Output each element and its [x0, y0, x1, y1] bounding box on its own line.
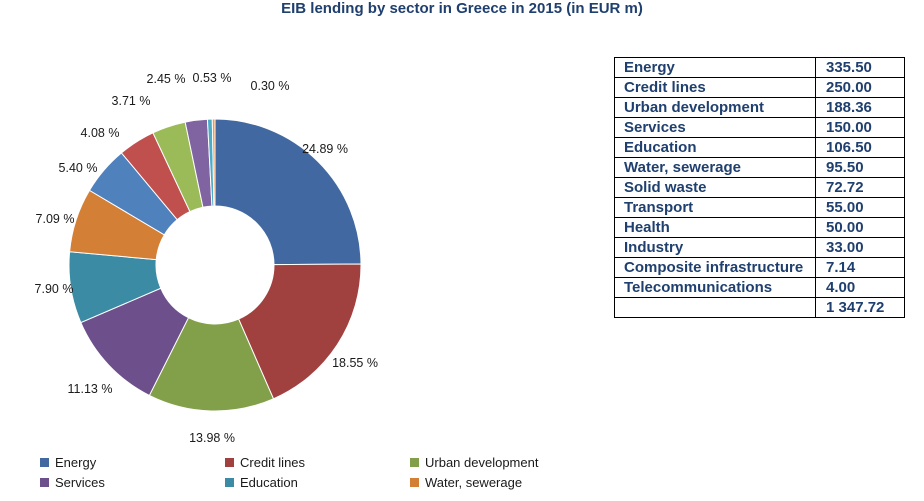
table-row: Health 50.00	[614, 217, 905, 238]
slice-label: 5.40 %	[59, 161, 98, 175]
slice-energy	[214, 118, 362, 266]
slice-label: 4.08 %	[81, 126, 120, 140]
table-row: Urban development 188.36	[614, 97, 905, 118]
legend-item: Education	[225, 475, 298, 491]
slice-label: 18.55 %	[332, 356, 378, 370]
slice-telecommunications	[211, 118, 216, 207]
legend-item: Services	[40, 475, 105, 491]
slice-credit-lines	[237, 263, 362, 400]
table-row: Telecommunications 4.00	[614, 277, 905, 298]
legend-swatch	[225, 478, 234, 487]
sector-value: 4.00	[815, 277, 905, 298]
sector-name: Energy	[614, 57, 816, 78]
sector-name: Health	[614, 217, 816, 238]
sector-value: 95.50	[815, 157, 905, 178]
sector-value: 335.50	[815, 57, 905, 78]
legend-swatch	[410, 478, 419, 487]
total-value: 1 347.72	[815, 297, 905, 318]
sector-value: 188.36	[815, 97, 905, 118]
legend-label: Credit lines	[240, 455, 306, 470]
table-row: Education 106.50	[614, 137, 905, 158]
slice-label: 0.53 %	[193, 71, 232, 85]
legend-item: Energy	[40, 455, 96, 471]
legend-label: Education	[240, 475, 298, 490]
slice-label: 24.89 %	[302, 142, 348, 156]
legend-item: Credit lines	[225, 455, 305, 471]
slice-label: 2.45 %	[147, 72, 186, 86]
legend-item: Urban development	[410, 455, 538, 471]
sector-value: 106.50	[815, 137, 905, 158]
legend-label: Urban development	[425, 455, 539, 470]
sector-value: 72.72	[815, 177, 905, 198]
slice-label: 7.09 %	[36, 212, 75, 226]
table-row: Industry 33.00	[614, 237, 905, 258]
table-row: Credit lines 250.00	[614, 77, 905, 98]
table-total-row: 1 347.72	[614, 297, 905, 318]
legend-swatch	[40, 478, 49, 487]
sector-name: Services	[614, 117, 816, 138]
slice-label: 11.13 %	[68, 382, 113, 396]
sector-name: Composite infrastructure	[614, 257, 816, 278]
sector-name: Solid waste	[614, 177, 816, 198]
sector-name: Water, sewerage	[614, 157, 816, 178]
table-row: Energy 335.50	[614, 57, 905, 78]
total-label-cell	[614, 297, 816, 318]
table-row: Transport 55.00	[614, 197, 905, 218]
slice-label: 3.71 %	[112, 94, 151, 108]
values-table: Energy 335.50 Credit lines 250.00 Urban deve…	[614, 57, 905, 318]
sector-value: 250.00	[815, 77, 905, 98]
table-row: Solid waste 72.72	[614, 177, 905, 198]
sector-name: Industry	[614, 237, 816, 258]
legend-item: Water, sewerage	[410, 475, 522, 491]
sector-value: 150.00	[815, 117, 905, 138]
table-row: Services 150.00	[614, 117, 905, 138]
sector-value: 33.00	[815, 237, 905, 258]
slice-label: 13.98 %	[189, 431, 235, 445]
sector-name: Credit lines	[614, 77, 816, 98]
legend-label: Energy	[55, 455, 97, 470]
sector-value: 55.00	[815, 197, 905, 218]
slice-label: 7.90 %	[35, 282, 74, 296]
legend-swatch	[410, 458, 419, 467]
sector-name: Urban development	[614, 97, 816, 118]
chart-title: EIB lending by sector in Greece in 2015 …	[281, 0, 643, 17]
sector-name: Telecommunications	[614, 277, 816, 298]
sector-value: 7.14	[815, 257, 905, 278]
table-row: Water, sewerage 95.50	[614, 157, 905, 178]
slice-label: 0.30 %	[251, 79, 290, 93]
legend-swatch	[40, 458, 49, 467]
legend-swatch	[225, 458, 234, 467]
legend-label: Services	[55, 475, 105, 490]
legend-label: Water, sewerage	[425, 475, 523, 490]
sector-name: Education	[614, 137, 816, 158]
sector-value: 50.00	[815, 217, 905, 238]
table-row: Composite infrastructure 7.14	[614, 257, 905, 278]
sector-name: Transport	[614, 197, 816, 218]
